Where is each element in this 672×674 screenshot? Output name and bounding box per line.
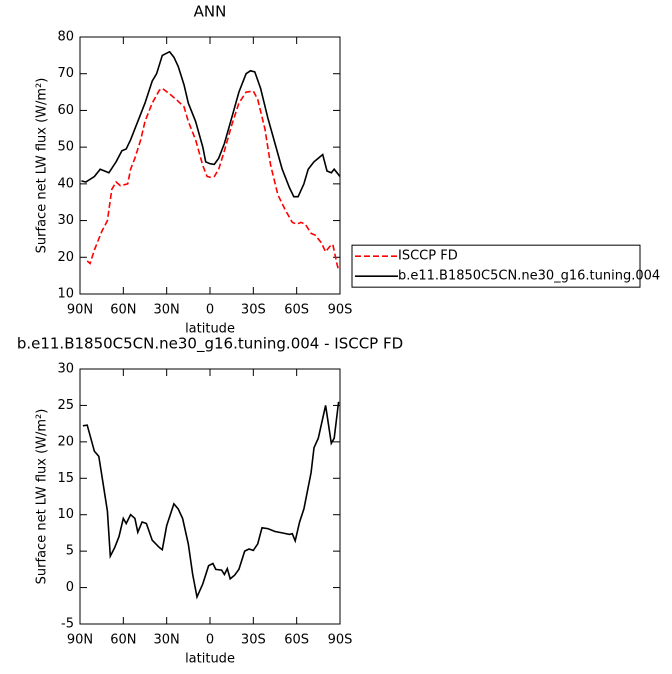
y-tick-label: 30 bbox=[57, 213, 74, 228]
y-axis-label: Surface net LW flux (W/m²) bbox=[35, 78, 50, 254]
x-tick-label: 90N bbox=[67, 633, 93, 648]
y-axis-label: Surface net LW flux (W/m²) bbox=[35, 409, 50, 585]
y-tick-label: 15 bbox=[57, 471, 74, 486]
x-tick-label: 90N bbox=[67, 303, 93, 318]
x-tick-label: 90S bbox=[328, 303, 353, 318]
y-tick-label: 0 bbox=[66, 580, 74, 595]
x-tick-label: 30S bbox=[241, 633, 266, 648]
x-tick-label: 90S bbox=[328, 633, 353, 648]
x-tick-label: 0 bbox=[206, 633, 214, 648]
chart-title: b.e11.B1850C5CN.ne30_g16.tuning.004 - IS… bbox=[17, 335, 403, 354]
y-tick-label: 20 bbox=[57, 434, 74, 449]
y-tick-label: 80 bbox=[57, 30, 74, 45]
y-tick-label: 25 bbox=[57, 398, 74, 413]
y-tick-label: -5 bbox=[61, 617, 74, 632]
y-tick-label: 10 bbox=[57, 507, 74, 522]
legend-label: ISCCP FD bbox=[398, 249, 458, 264]
chart-title: ANN bbox=[194, 3, 227, 21]
y-tick-label: 50 bbox=[57, 140, 74, 155]
y-tick-label: 70 bbox=[57, 66, 74, 81]
legend-frame bbox=[351, 244, 641, 288]
x-tick-label: 30N bbox=[154, 303, 180, 318]
x-axis-label: latitude bbox=[185, 652, 235, 667]
x-tick-label: 0 bbox=[206, 303, 214, 318]
x-tick-label: 30N bbox=[154, 633, 180, 648]
data-line bbox=[81, 50, 341, 198]
x-tick-label: 60N bbox=[110, 633, 136, 648]
x-axis-label: latitude bbox=[185, 322, 235, 337]
y-tick-label: 5 bbox=[66, 544, 74, 559]
y-tick-label: 30 bbox=[57, 362, 74, 377]
data-line bbox=[86, 87, 340, 271]
plot-frame bbox=[79, 36, 341, 295]
y-tick-label: 40 bbox=[57, 176, 74, 191]
data-line bbox=[82, 401, 340, 600]
y-tick-label: 10 bbox=[57, 287, 74, 302]
x-tick-label: 60S bbox=[284, 303, 309, 318]
plot-frame bbox=[79, 368, 341, 625]
y-tick-label: 60 bbox=[57, 103, 74, 118]
y-tick-label: 20 bbox=[57, 250, 74, 265]
x-tick-label: 30S bbox=[241, 303, 266, 318]
x-tick-label: 60S bbox=[284, 633, 309, 648]
x-tick-label: 60N bbox=[110, 303, 136, 318]
legend-label: b.e11.B1850C5CN.ne30_g16.tuning.004 bbox=[398, 269, 660, 284]
